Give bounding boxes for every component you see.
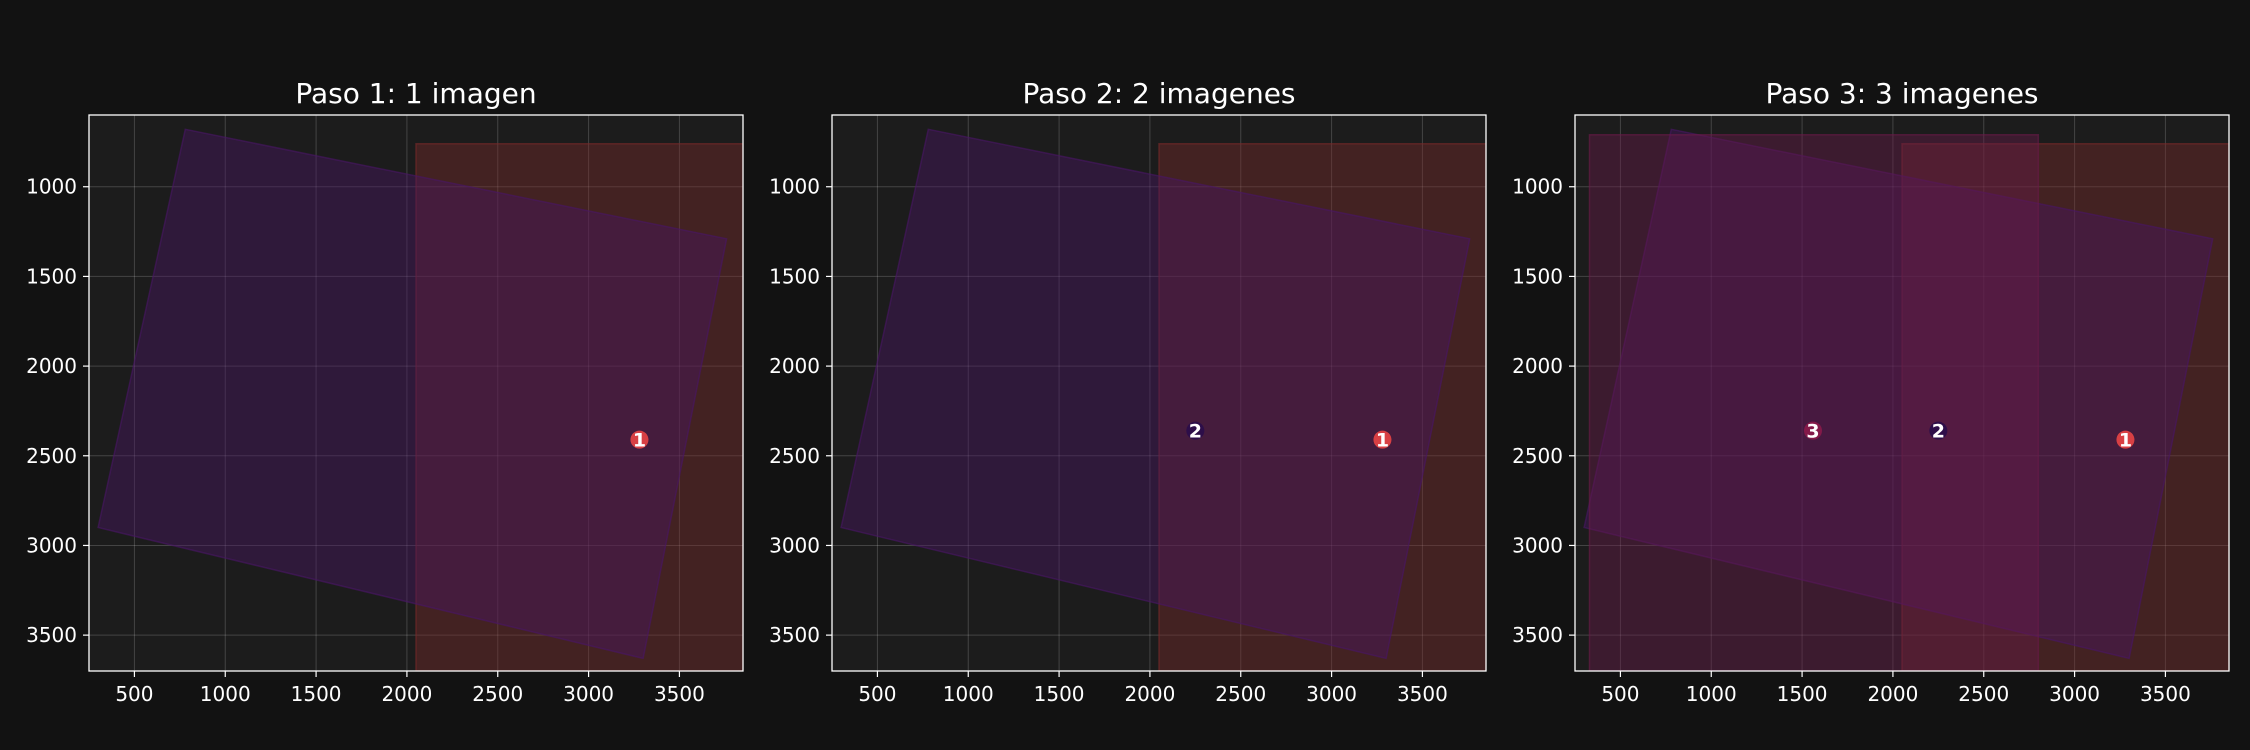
subplot-1-xtick-label-2000: 2000 — [381, 682, 432, 706]
subplot-1-ytick-label-2000: 2000 — [26, 354, 77, 378]
subplot-3-plot-area: 3 2 1500 1000 1500 2000 2500 3000 35001000150020… — [1512, 114, 2230, 706]
subplot-2-ytick-label-3000: 3000 — [769, 533, 820, 557]
subplot-3-frame — [1574, 114, 2230, 672]
subplot-1-xtick-label-3500: 3500 — [654, 682, 705, 706]
subplot-3-xtick-label-1000: 1000 — [1686, 682, 1737, 706]
subplot-2-marker-2 — [1186, 421, 1205, 440]
subplot-1-marker-label-1: 1 — [633, 430, 646, 452]
subplot-1: Paso 1: 1 imagen 1500 1000 1500 2000 2500 300… — [26, 77, 744, 706]
subplot-2-xtick-label-500: 500 — [858, 682, 896, 706]
subplot-1-ytick-label-1000: 1000 — [26, 175, 77, 199]
subplot-3-title: Paso 3: 3 imagenes — [1765, 77, 2038, 110]
subplot-2-plot-area: 2 1500 1000 1500 2000 2500 3000 350010001500200… — [769, 114, 1487, 706]
subplot-1-marker-1 — [630, 430, 649, 449]
subplot-2-title: Paso 2: 2 imagenes — [1022, 77, 1295, 110]
subplot-2-ytick-label-2500: 2500 — [769, 444, 820, 468]
subplot-3-xtick-label-500: 500 — [1601, 682, 1639, 706]
subplot-3-marker-label-2: 2 — [1932, 421, 1945, 443]
subplot-2-region-1 — [1158, 142, 1486, 671]
subplot-1-clipped-layer: 1 — [89, 115, 743, 671]
subplot-2-ytick-label-1500: 1500 — [769, 264, 820, 288]
subplot-2-frame — [831, 114, 1487, 672]
subplot-1-region-1 — [415, 142, 743, 671]
subplot-3-xtick-label-2500: 2500 — [1958, 682, 2009, 706]
subplot-3-clipped-layer: 3 2 1 — [1575, 115, 2229, 671]
subplot-3-ytick-label-2000: 2000 — [1512, 354, 1563, 378]
subplot-3-marker-3 — [1803, 421, 1822, 440]
subplot-2-marker-label-1: 1 — [1376, 430, 1389, 452]
subplot-3-region-1 — [1901, 142, 2229, 671]
subplot-2-marker-1 — [1373, 430, 1392, 449]
subplot-3: Paso 3: 3 imagenes 3 2 1500 1000 1500 2000 250… — [1512, 77, 2230, 706]
subplot-2-xtick-label-3000: 3000 — [1306, 682, 1357, 706]
subplot-3-xtick-label-1500: 1500 — [1777, 682, 1828, 706]
subplot-3-ytick-label-2500: 2500 — [1512, 444, 1563, 468]
subplot-2-ytick-label-1000: 1000 — [769, 175, 820, 199]
subplot-3-ytick-label-1000: 1000 — [1512, 175, 1563, 199]
subplot-3-ytick-label-3500: 3500 — [1512, 623, 1563, 647]
subplot-2-ytick-label-3500: 3500 — [769, 623, 820, 647]
subplot-1-xtick-label-2500: 2500 — [472, 682, 523, 706]
subplot-1-frame — [88, 114, 744, 672]
subplot-3-xtick-label-3000: 3000 — [2049, 682, 2100, 706]
subplot-2-marker-label-2: 2 — [1189, 421, 1202, 443]
subplot-3-xtick-label-3500: 3500 — [2140, 682, 2191, 706]
subplot-3-region-3 — [1588, 133, 2040, 671]
subplot-3-xtick-label-2000: 2000 — [1867, 682, 1918, 706]
subplot-3-marker-2 — [1929, 421, 1948, 440]
subplot-3-region-2 — [1583, 128, 2214, 660]
subplot-2-xtick-label-1500: 1500 — [1034, 682, 1085, 706]
subplot-1-ytick-label-1500: 1500 — [26, 264, 77, 288]
subplot-2-xtick-label-2000: 2000 — [1124, 682, 1175, 706]
subplot-3-marker-label-3: 3 — [1806, 421, 1819, 443]
subplot-1-ytick-label-2500: 2500 — [26, 444, 77, 468]
subplot-1-xtick-label-1500: 1500 — [291, 682, 342, 706]
subplot-1-ytick-label-3000: 3000 — [26, 533, 77, 557]
subplot-2-xtick-label-2500: 2500 — [1215, 682, 1266, 706]
subplot-2-region-2 — [840, 128, 1471, 660]
subplot-1-xtick-label-3000: 3000 — [563, 682, 614, 706]
subplot-1-xtick-label-1000: 1000 — [200, 682, 251, 706]
subplot-3-ytick-label-3000: 3000 — [1512, 533, 1563, 557]
subplot-1-region-2 — [97, 128, 728, 660]
subplot-1-ytick-label-3500: 3500 — [26, 623, 77, 647]
subplot-3-ytick-label-1500: 1500 — [1512, 264, 1563, 288]
subplot-2: Paso 2: 2 imagenes 2 1500 1000 1500 2000 2500… — [769, 77, 1487, 706]
subplot-2-ytick-label-2000: 2000 — [769, 354, 820, 378]
subplot-3-marker-1 — [2116, 430, 2135, 449]
subplot-2-xtick-label-1000: 1000 — [943, 682, 994, 706]
subplot-1-title: Paso 1: 1 imagen — [295, 77, 536, 110]
subplot-1-plot-area: 1500 1000 1500 2000 2500 3000 3500100015002000… — [26, 114, 744, 706]
subplot-3-marker-label-1: 1 — [2119, 430, 2132, 452]
subplot-2-xtick-label-3500: 3500 — [1397, 682, 1448, 706]
subplot-1-xtick-label-500: 500 — [115, 682, 153, 706]
